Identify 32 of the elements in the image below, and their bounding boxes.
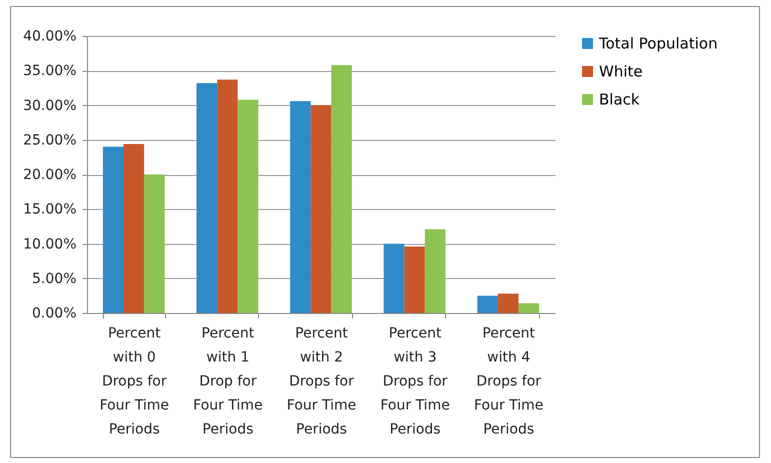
bar <box>310 105 332 313</box>
y-tick-label: 25.00% <box>23 132 76 148</box>
bar <box>290 101 311 313</box>
x-tick-label: Percent with 2 Drops for Four Time Periods <box>286 326 356 438</box>
x-tick-label: Percent with 0 Drops for Four Time Periods <box>100 326 170 438</box>
x-tick-label: Percent with 1 Drop for Four Time Periods <box>193 326 263 438</box>
y-tick-label: 15.00% <box>23 202 76 218</box>
bar <box>518 303 540 313</box>
bar <box>124 144 144 313</box>
y-tick-label: 40.00% <box>23 28 76 44</box>
y-tick-label: 10.00% <box>23 236 76 252</box>
y-tick-label: 35.00% <box>23 63 76 80</box>
legend-label: Black <box>599 90 640 108</box>
bar <box>424 229 446 313</box>
x-tick-label: Percent with 3 Drops for Four Time Periods <box>380 326 450 438</box>
legend-label: Total Population <box>598 34 718 52</box>
bar <box>498 294 518 313</box>
bar <box>477 296 498 313</box>
bar <box>217 80 238 313</box>
y-tick-label: 5.00% <box>32 270 76 287</box>
bar <box>102 146 124 313</box>
y-tick-label: 0.00% <box>32 306 76 322</box>
bar <box>331 65 352 313</box>
bar <box>384 244 404 313</box>
legend-label: White <box>599 62 643 80</box>
bar <box>144 174 165 313</box>
bar <box>196 83 218 313</box>
bar <box>238 100 258 313</box>
bar <box>404 246 425 313</box>
y-tick-label: 30.00% <box>23 98 76 114</box>
x-tick-label: Percent with 4 Drops for Four Time Periods <box>474 326 544 438</box>
y-tick-label: 20.00% <box>23 167 76 183</box>
